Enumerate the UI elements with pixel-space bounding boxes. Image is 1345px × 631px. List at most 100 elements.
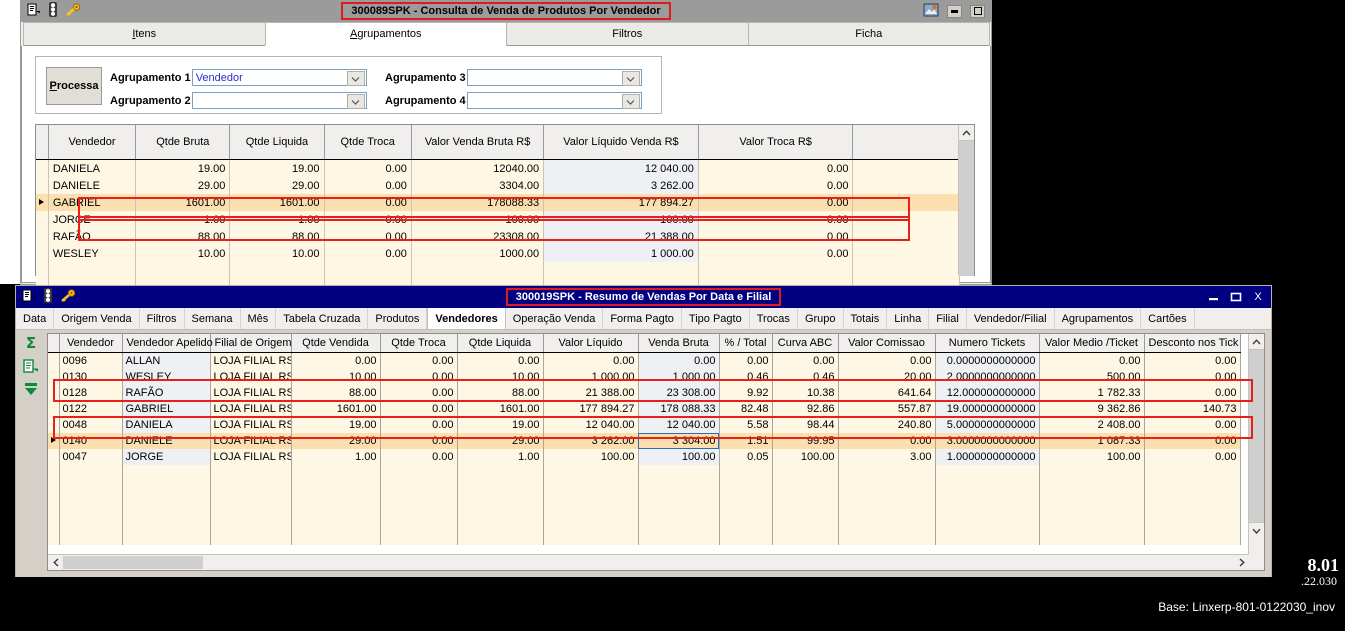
cell-extra[interactable] xyxy=(852,211,960,228)
bcol-desconto-tickets[interactable]: Desconto nos Tick xyxy=(1144,334,1241,353)
table-row[interactable]: GABRIEL 1601.00 1601.00 0.00 178088.33 177 89… xyxy=(36,194,960,211)
cell-vendedor[interactable]: GABRIEL xyxy=(48,194,137,211)
cell-qtde-troca[interactable]: 0.00 xyxy=(324,211,412,228)
cell-valor-medio-ticket[interactable]: 0.00 xyxy=(1039,352,1145,369)
row-marker[interactable] xyxy=(48,401,60,417)
cell-filial[interactable]: LOJA FILIAL RS xyxy=(210,385,292,401)
cell-vendedor[interactable]: 0140 xyxy=(59,433,123,449)
traffic-light-icon[interactable] xyxy=(48,2,58,20)
cell-qtde-liquida[interactable]: 0.00 xyxy=(457,352,544,369)
cell-valor-liquido[interactable]: 21 388.00 xyxy=(543,385,639,401)
cell-valor-liquido[interactable]: 177 894.27 xyxy=(543,401,639,417)
processa-button[interactable]: Processa xyxy=(46,67,102,105)
menu-item-produtos[interactable]: Produtos xyxy=(368,308,428,329)
col-valor-venda-bruta[interactable]: Valor Venda Bruta R$ xyxy=(411,125,545,160)
cell-pct-total[interactable]: 0.05 xyxy=(719,449,773,465)
cell-numero-tickets[interactable]: 5.0000000000000 xyxy=(935,417,1040,433)
sum-sigma-icon[interactable]: Σ xyxy=(21,334,41,352)
cell-qtde-bruta[interactable]: 1601.00 xyxy=(135,194,231,211)
cell-qtde-troca[interactable]: 0.00 xyxy=(380,417,458,433)
cell-valor-troca[interactable]: 0.00 xyxy=(698,194,854,211)
row-marker[interactable] xyxy=(36,211,49,228)
cell-qtde-liquida[interactable]: 1.00 xyxy=(457,449,544,465)
agrupamento-2-combo[interactable] xyxy=(191,92,367,109)
cell-valor-liquido[interactable]: 0.00 xyxy=(543,352,639,369)
scroll-right-icon[interactable] xyxy=(1234,555,1249,570)
cell-qtde-vendida[interactable]: 1.00 xyxy=(291,449,381,465)
agrupamento-1-combo[interactable]: Vendedor xyxy=(191,69,367,86)
cell-valor-medio-ticket[interactable]: 9 362.86 xyxy=(1039,401,1145,417)
cell-curva-abc[interactable]: 0.46 xyxy=(772,369,839,385)
cell-pct-total[interactable]: 9.92 xyxy=(719,385,773,401)
bcol-filial-de-origem[interactable]: Filial de Origem xyxy=(210,334,292,353)
cell-extra[interactable] xyxy=(852,194,960,211)
cell-qtde-troca[interactable]: 0.00 xyxy=(380,385,458,401)
cell-valor-liquido[interactable]: 1 000.00 xyxy=(543,369,639,385)
cell-valor-liquido[interactable]: 3 262.00 xyxy=(543,433,639,449)
maximize-icon[interactable] xyxy=(1229,291,1243,304)
row-marker[interactable] xyxy=(36,228,49,245)
chevron-down-icon[interactable] xyxy=(346,94,365,109)
bcol-venda-bruta[interactable]: Venda Bruta xyxy=(638,334,720,353)
bottom-grid-hscroll-thumb[interactable] xyxy=(63,556,203,569)
bcol-qtde-liquida[interactable]: Qtde Liquida xyxy=(457,334,544,353)
cell-curva-abc[interactable]: 10.38 xyxy=(772,385,839,401)
cell-filial[interactable]: LOJA FILIAL RS xyxy=(210,417,292,433)
cell-venda-bruta[interactable]: 100.00 xyxy=(638,449,720,465)
cell-venda-bruta[interactable]: 1 000.00 xyxy=(638,369,720,385)
cell-curva-abc[interactable]: 0.00 xyxy=(772,352,839,369)
cell-valor-troca[interactable]: 0.00 xyxy=(698,159,854,177)
table-row[interactable]: RAFÃO 88.00 88.00 0.00 23308.00 21 388.00 0.00 xyxy=(36,228,960,245)
cell-apelido[interactable]: DANIELE xyxy=(122,433,211,449)
menu-item-grupo[interactable]: Grupo xyxy=(798,308,844,329)
cell-apelido[interactable]: JORGE xyxy=(122,449,211,465)
table-row[interactable]: JORGE 1.00 1.00 0.00 100.00 100.00 0.00 xyxy=(36,211,960,228)
cell-qtde-liquida[interactable]: 1.00 xyxy=(229,211,325,228)
cell-vendedor[interactable]: DANIELE xyxy=(48,177,137,194)
cell-qtde-bruta[interactable]: 29.00 xyxy=(135,177,231,194)
table-row[interactable]: WESLEY 10.00 10.00 0.00 1000.00 1 000.00 0.00 xyxy=(36,245,960,262)
close-icon[interactable]: X xyxy=(1254,291,1262,303)
cell-vendedor[interactable]: 0048 xyxy=(59,417,123,433)
row-marker[interactable] xyxy=(48,417,60,433)
cell-extra[interactable] xyxy=(852,245,960,262)
cell-pct-total[interactable]: 1.51 xyxy=(719,433,773,449)
row-marker[interactable] xyxy=(48,385,60,401)
cell-numero-tickets[interactable]: 3.0000000000000 xyxy=(935,433,1040,449)
cell-valor-comissao[interactable]: 20.00 xyxy=(838,369,936,385)
cell-vendedor[interactable]: 0047 xyxy=(59,449,123,465)
cell-qtde-liquida[interactable]: 1601.00 xyxy=(229,194,325,211)
cell-vendedor[interactable]: 0130 xyxy=(59,369,123,385)
scroll-up-icon[interactable] xyxy=(1249,334,1264,350)
cell-valor-liquido-venda[interactable]: 21 388.00 xyxy=(543,228,699,245)
col-qtde-bruta[interactable]: Qtde Bruta xyxy=(135,125,231,160)
cell-valor-liquido-venda[interactable]: 177 894.27 xyxy=(543,194,699,211)
cell-desconto[interactable]: 0.00 xyxy=(1144,369,1241,385)
cell-valor-comissao[interactable]: 0.00 xyxy=(838,352,936,369)
cell-qtde-liquida[interactable]: 88.00 xyxy=(457,385,544,401)
cell-filial[interactable]: LOJA FILIAL RS xyxy=(210,352,292,369)
minimize-icon[interactable] xyxy=(947,4,962,18)
cell-filial[interactable]: LOJA FILIAL RS xyxy=(210,401,292,417)
cell-valor-liquido-venda[interactable]: 1 000.00 xyxy=(543,245,699,262)
menu-item-trocas[interactable]: Trocas xyxy=(750,308,798,329)
cell-qtde-liquida[interactable]: 88.00 xyxy=(229,228,325,245)
cell-qtde-bruta[interactable]: 1.00 xyxy=(135,211,231,228)
bcol-qtde-troca[interactable]: Qtde Troca xyxy=(380,334,458,353)
cell-numero-tickets[interactable]: 12.000000000000 xyxy=(935,385,1040,401)
export-grid-icon[interactable] xyxy=(21,357,41,375)
col-valor-liquido-venda[interactable]: Valor Líquido Venda R$ xyxy=(543,125,699,160)
scroll-up-icon[interactable] xyxy=(959,125,974,141)
document-export-icon[interactable] xyxy=(27,3,41,20)
row-current-marker[interactable] xyxy=(48,433,60,449)
cell-desconto[interactable]: 140.73 xyxy=(1144,401,1241,417)
menu-item-tipo-pagto[interactable]: Tipo Pagto xyxy=(682,308,750,329)
cell-qtde-liquida[interactable]: 19.00 xyxy=(229,159,325,177)
cell-valor-medio-ticket[interactable]: 1 087.33 xyxy=(1039,433,1145,449)
cell-venda-bruta[interactable]: 0.00 xyxy=(638,352,720,369)
cell-valor-liquido-venda[interactable]: 100.00 xyxy=(543,211,699,228)
table-row[interactable]: 0096 ALLAN LOJA FILIAL RS 0.00 0.00 0.00 0.00 0… xyxy=(48,352,1241,369)
document-export-icon[interactable] xyxy=(22,289,36,306)
cell-valor-troca[interactable]: 0.00 xyxy=(698,228,854,245)
cell-filial[interactable]: LOJA FILIAL RS xyxy=(210,433,292,449)
